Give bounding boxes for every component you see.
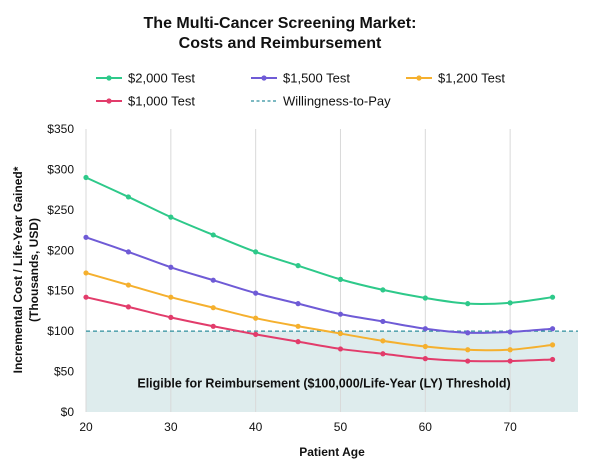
y-axis-label-line-2: (Thousands, USD): [27, 218, 41, 322]
legend-swatch-marker: [261, 75, 267, 81]
series-point: [380, 318, 386, 325]
series-point: [507, 358, 513, 364]
series-point: [549, 356, 556, 363]
series-point: [465, 347, 471, 353]
series-point: [295, 323, 301, 329]
y-axis-label-line-1: Incremental Cost / Life-Year Gained*: [11, 166, 25, 373]
series-point: [210, 305, 216, 311]
x-tick-label: 40: [249, 420, 263, 434]
y-tick-label: $250: [47, 203, 74, 217]
series-point: [125, 282, 132, 288]
series-point: [507, 347, 513, 353]
series-point: [295, 263, 301, 269]
legend-label: $2,000 Test: [128, 71, 195, 86]
y-tick-label: $350: [47, 122, 74, 136]
series-point: [422, 356, 428, 362]
plot-area: 20 30 40 50 60 70 $0 $50 $100 $150 $200 $250 $300 $35…: [47, 122, 578, 434]
series-point: [210, 277, 216, 283]
series-point: [549, 342, 556, 348]
series-point: [83, 294, 89, 300]
y-tick-label: $100: [47, 324, 74, 338]
series-point: [465, 330, 471, 336]
series-point: [125, 304, 132, 310]
y-tick-label: $300: [47, 162, 74, 176]
series-point: [465, 358, 471, 364]
series-point: [253, 331, 259, 337]
series-point: [210, 323, 216, 329]
series-point: [253, 290, 259, 296]
series-point: [168, 314, 174, 320]
series-line-3: [85, 296, 553, 363]
y-tick-label: $50: [54, 365, 74, 379]
x-tick-label: 60: [419, 420, 433, 434]
series-point: [337, 330, 344, 337]
chart-title-line-1: The Multi-Cancer Screening Market:: [144, 15, 417, 32]
series-point: [380, 287, 386, 293]
x-axis-label: Patient Age: [299, 445, 365, 459]
series-point: [83, 174, 89, 181]
series-point: [422, 326, 428, 332]
series-point: [549, 294, 556, 300]
series-point: [549, 326, 556, 332]
series-point: [337, 276, 344, 282]
legend-swatch-marker: [416, 75, 422, 81]
legend-label: Willingness-to-Pay: [283, 94, 391, 109]
series-point: [168, 214, 174, 220]
series-point: [253, 249, 259, 255]
series-point: [295, 301, 301, 307]
series-point: [380, 351, 386, 357]
series-point: [295, 339, 301, 345]
series-point: [422, 343, 428, 350]
series-point: [83, 234, 89, 240]
series-point: [380, 338, 386, 344]
y-tick-label: $150: [47, 284, 74, 298]
series-point: [253, 315, 259, 321]
reimbursement-region: [86, 331, 578, 412]
legend: $2,000 Test $1,500 Test $1,200 Test $1,000 …: [96, 71, 505, 109]
series-point: [465, 301, 471, 307]
series-point: [83, 270, 89, 276]
series-point: [337, 346, 344, 352]
series-point: [507, 329, 513, 335]
legend-swatch-marker: [106, 98, 112, 104]
legend-swatch-marker: [106, 75, 112, 81]
series-point: [507, 300, 513, 306]
legend-label: $1,000 Test: [128, 94, 195, 109]
series-point: [168, 264, 174, 270]
x-tick-label: 70: [503, 420, 517, 434]
reimbursement-region-label: Eligible for Reimbursement ($100,000/Lif…: [137, 377, 510, 391]
x-tick-label: 30: [164, 420, 178, 434]
series-point: [210, 232, 216, 238]
y-tick-label: $200: [47, 243, 74, 257]
series-point: [422, 295, 428, 301]
series-line-1: [85, 236, 553, 334]
x-tick-label: 50: [334, 420, 348, 434]
x-tick-label: 20: [79, 420, 93, 434]
series-line-0: [85, 176, 553, 306]
series-point: [125, 249, 132, 255]
y-tick-label: $0: [61, 405, 75, 419]
series-point: [337, 311, 344, 317]
series-point: [125, 194, 132, 200]
y-axis-label-group: Incremental Cost / Life-Year Gained* (Th…: [11, 166, 41, 373]
legend-label: $1,200 Test: [438, 71, 505, 86]
series-line-2: [85, 271, 553, 352]
chart-title-line-2: Costs and Reimbursement: [179, 35, 382, 52]
series-point: [168, 294, 174, 300]
legend-label: $1,500 Test: [283, 71, 350, 86]
